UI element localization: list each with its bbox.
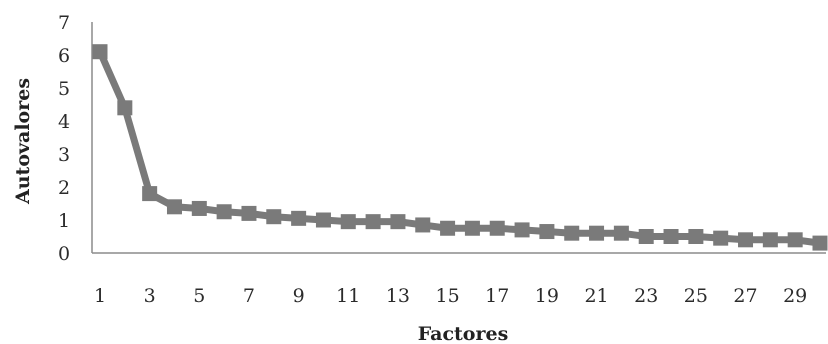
x-tick-label: 3 bbox=[144, 285, 156, 307]
x-tick-label: 1 bbox=[94, 285, 106, 307]
x-tick-label: 13 bbox=[386, 285, 410, 307]
data-point bbox=[638, 229, 654, 244]
series-line bbox=[96, 50, 821, 247]
data-point bbox=[738, 232, 754, 248]
y-axis-ticks: 0 1 2 3 4 5 6 7 bbox=[58, 12, 70, 265]
x-tick-label: 29 bbox=[783, 285, 807, 307]
data-point bbox=[166, 199, 182, 215]
x-tick-label: 25 bbox=[684, 285, 708, 307]
eigenvalue-series bbox=[92, 44, 828, 251]
data-point bbox=[241, 205, 257, 221]
data-point bbox=[365, 214, 381, 230]
data-point bbox=[291, 210, 307, 226]
y-tick-label: 5 bbox=[58, 78, 70, 100]
y-tick-label: 6 bbox=[58, 45, 70, 67]
data-point bbox=[142, 186, 158, 202]
data-point bbox=[464, 220, 480, 236]
y-tick-label: 7 bbox=[58, 12, 70, 34]
x-axis-title: Factores bbox=[418, 323, 509, 344]
x-tick-label: 11 bbox=[336, 285, 360, 307]
data-point bbox=[688, 229, 704, 244]
data-point bbox=[440, 220, 456, 236]
data-point bbox=[216, 204, 232, 220]
x-tick-label: 15 bbox=[435, 285, 459, 307]
data-point bbox=[117, 100, 133, 116]
y-tick-label: 0 bbox=[58, 243, 70, 265]
data-point bbox=[564, 225, 580, 241]
data-point bbox=[191, 200, 207, 216]
data-point bbox=[613, 225, 629, 241]
data-point bbox=[266, 209, 282, 225]
y-tick-label: 2 bbox=[58, 177, 70, 199]
data-point bbox=[812, 235, 828, 251]
y-tick-label: 4 bbox=[58, 111, 70, 133]
x-tick-label: 9 bbox=[293, 285, 305, 307]
data-point bbox=[92, 44, 108, 60]
data-point bbox=[340, 214, 356, 230]
x-tick-label: 17 bbox=[485, 285, 509, 307]
data-point bbox=[762, 232, 778, 248]
data-point bbox=[514, 222, 530, 238]
y-tick-label: 3 bbox=[58, 144, 70, 166]
data-point bbox=[390, 214, 406, 230]
x-tick-label: 23 bbox=[634, 285, 658, 307]
x-tick-label: 21 bbox=[584, 285, 608, 307]
x-tick-label: 19 bbox=[535, 285, 559, 307]
data-point bbox=[489, 220, 505, 236]
x-tick-label: 7 bbox=[243, 285, 255, 307]
data-point bbox=[415, 217, 431, 233]
x-tick-label: 5 bbox=[193, 285, 205, 307]
data-point bbox=[315, 212, 331, 228]
data-point bbox=[713, 230, 729, 246]
data-point bbox=[589, 225, 605, 241]
data-point bbox=[787, 232, 803, 248]
data-point bbox=[663, 229, 679, 244]
data-point bbox=[539, 224, 555, 240]
x-axis-ticks: 1 3 5 7 9 11 13 15 17 19 21 23 25 27 29 bbox=[94, 285, 807, 307]
y-tick-label: 1 bbox=[58, 210, 70, 232]
x-tick-label: 27 bbox=[733, 285, 757, 307]
y-axis-title: Autovalores bbox=[12, 78, 34, 205]
